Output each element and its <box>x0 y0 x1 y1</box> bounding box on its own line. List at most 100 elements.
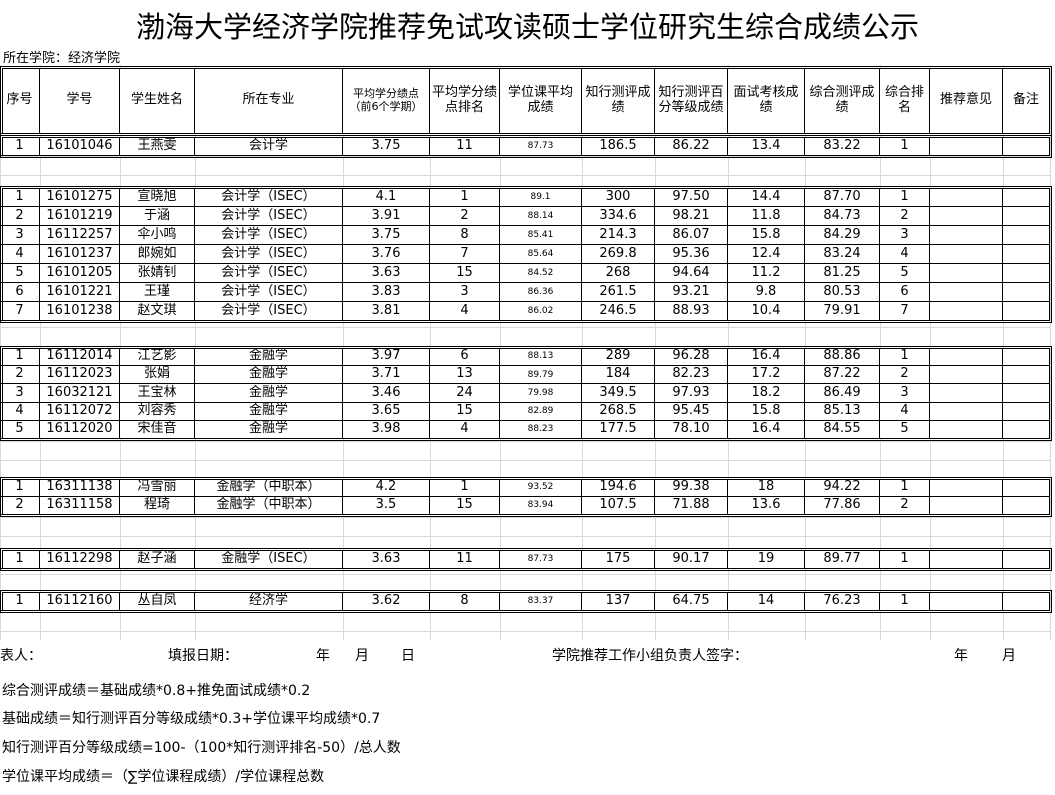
table-cell: 6 <box>880 283 930 302</box>
table-cell: 会计学（ISEC） <box>195 264 343 283</box>
table-cell: 9.8 <box>728 283 805 302</box>
table-cell: 冯雪丽 <box>120 479 195 497</box>
group-box <box>0 590 1052 613</box>
grid-line <box>0 574 1050 575</box>
table-cell: 8 <box>430 226 500 245</box>
table-cell: 18.2 <box>728 384 805 403</box>
table-cell: 江艺影 <box>120 348 195 367</box>
table-cell: 3.71 <box>343 366 430 385</box>
table-cell: 107.5 <box>582 497 655 515</box>
empty-cell <box>930 283 1003 302</box>
table-cell: 丛自凤 <box>120 592 195 611</box>
table-cell: 14.4 <box>728 188 805 207</box>
table-cell: 246.5 <box>582 302 655 321</box>
table-cell: 1 <box>0 188 40 207</box>
table-cell: 16311158 <box>40 497 120 515</box>
table-cell: 4.2 <box>343 479 430 497</box>
header-cell: 综合测评成绩 <box>805 68 880 134</box>
empty-cell <box>930 402 1003 421</box>
signature: 学院推荐工作小组负责人签字： <box>552 648 748 664</box>
table-cell: 4.1 <box>343 188 430 207</box>
table-cell: 349.5 <box>582 384 655 403</box>
table-cell: 84.55 <box>805 420 880 439</box>
table-cell: 3 <box>0 384 40 403</box>
table-cell: 2 <box>430 207 500 226</box>
table-cell: 78.10 <box>655 420 728 439</box>
table-cell: 16101205 <box>40 264 120 283</box>
table-cell: 16112072 <box>40 402 120 421</box>
table-cell: 16112298 <box>40 550 120 569</box>
table-cell: 金融学 <box>195 402 343 421</box>
table-cell: 3.46 <box>343 384 430 403</box>
table-cell: 95.45 <box>655 402 728 421</box>
table-cell: 1 <box>0 479 40 497</box>
table-cell: 268 <box>582 264 655 283</box>
table-cell: 11.8 <box>728 207 805 226</box>
table-cell: 96.28 <box>655 348 728 367</box>
table-cell: 82.23 <box>655 366 728 385</box>
table-cell: 94.64 <box>655 264 728 283</box>
table-cell: 16101275 <box>40 188 120 207</box>
grid-line <box>0 631 1050 632</box>
table-cell: 金融学（中职本） <box>195 479 343 497</box>
table-cell: 金融学 <box>195 384 343 403</box>
table-cell: 会计学（ISEC） <box>195 226 343 245</box>
table-cell: 80.53 <box>805 283 880 302</box>
table-cell: 4 <box>880 402 930 421</box>
table-cell: 赵文琪 <box>120 302 195 321</box>
header-cell: 学生姓名 <box>120 68 195 134</box>
table-cell: 3.91 <box>343 207 430 226</box>
empty-cell <box>930 264 1003 283</box>
table-cell: 24 <box>430 384 500 403</box>
table-cell: 2 <box>880 366 930 385</box>
table-cell: 5 <box>880 264 930 283</box>
table-cell: 1 <box>430 188 500 207</box>
table-cell: 3 <box>880 384 930 403</box>
table-cell: 7 <box>430 245 500 264</box>
table-cell: 17.2 <box>728 366 805 385</box>
formula: 综合测评成绩＝基础成绩*0.8+推免面试成绩*0.2 <box>2 683 311 699</box>
table-cell: 2 <box>880 207 930 226</box>
table-cell: 18 <box>728 479 805 497</box>
table-cell: 99.38 <box>655 479 728 497</box>
table-cell: 268.5 <box>582 402 655 421</box>
month: 月 <box>355 648 369 664</box>
table-cell: 金融学 <box>195 366 343 385</box>
empty-cell <box>930 348 1003 367</box>
table-cell: 85.13 <box>805 402 880 421</box>
table-cell: 77.86 <box>805 497 880 515</box>
table-cell: 82.89 <box>500 402 582 421</box>
table-cell: 88.13 <box>500 348 582 367</box>
table-cell: 2 <box>0 366 40 385</box>
table-cell: 97.50 <box>655 188 728 207</box>
table-cell: 94.22 <box>805 479 880 497</box>
table-cell: 86.49 <box>805 384 880 403</box>
table-cell: 79.98 <box>500 384 582 403</box>
table-cell: 3 <box>880 226 930 245</box>
table-cell: 会计学（ISEC） <box>195 207 343 226</box>
header-cell: 序号 <box>0 68 40 134</box>
table-cell: 84.73 <box>805 207 880 226</box>
table-cell: 16311138 <box>40 479 120 497</box>
table-cell: 16101046 <box>40 137 120 156</box>
preparer: 表人： <box>0 648 42 664</box>
table-cell: 1 <box>430 479 500 497</box>
table-cell: 1 <box>880 348 930 367</box>
header-box <box>0 66 1052 136</box>
table-cell: 3 <box>0 226 40 245</box>
table-cell: 王燕雯 <box>120 137 195 156</box>
table-cell: 于涵 <box>120 207 195 226</box>
table-cell: 3 <box>430 283 500 302</box>
table-cell: 12.4 <box>728 245 805 264</box>
day: 日 <box>401 648 415 664</box>
table-cell: 王宝林 <box>120 384 195 403</box>
table-cell: 6 <box>430 348 500 367</box>
table-cell: 83.24 <box>805 245 880 264</box>
table-cell: 184 <box>582 366 655 385</box>
table-cell: 3.83 <box>343 283 430 302</box>
table-cell: 会计学（ISEC） <box>195 245 343 264</box>
table-cell: 会计学（ISEC） <box>195 188 343 207</box>
table-cell: 金融学 <box>195 348 343 367</box>
table-cell: 1 <box>0 348 40 367</box>
table-cell: 16112160 <box>40 592 120 611</box>
